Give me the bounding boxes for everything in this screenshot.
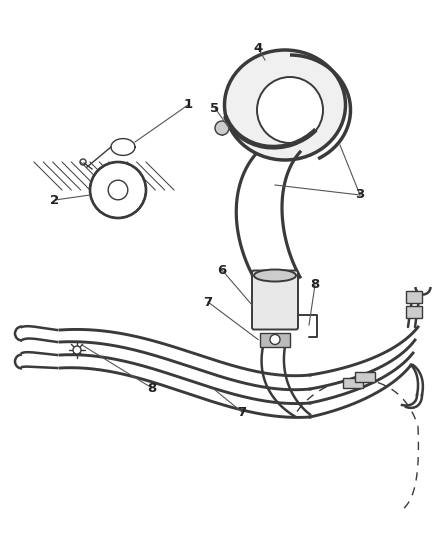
Text: 4: 4 [253, 42, 263, 54]
Ellipse shape [254, 270, 296, 281]
Circle shape [215, 121, 229, 135]
Circle shape [90, 162, 146, 218]
Text: 8: 8 [147, 382, 157, 394]
Bar [260, 333, 290, 346]
Text: 7: 7 [237, 406, 247, 418]
FancyBboxPatch shape [252, 271, 298, 329]
Circle shape [108, 180, 128, 200]
Text: 7: 7 [203, 295, 212, 309]
Text: 2: 2 [50, 193, 60, 206]
Text: 1: 1 [184, 99, 193, 111]
Text: 3: 3 [355, 189, 364, 201]
Bar [343, 378, 363, 388]
Bar [406, 291, 422, 303]
Ellipse shape [225, 50, 346, 160]
Circle shape [270, 335, 280, 344]
Bar [355, 372, 375, 382]
Text: 8: 8 [311, 279, 320, 292]
Text: 5: 5 [210, 101, 219, 115]
Bar [406, 306, 422, 318]
Circle shape [257, 77, 323, 143]
Text: 6: 6 [217, 263, 226, 277]
Circle shape [73, 346, 81, 354]
